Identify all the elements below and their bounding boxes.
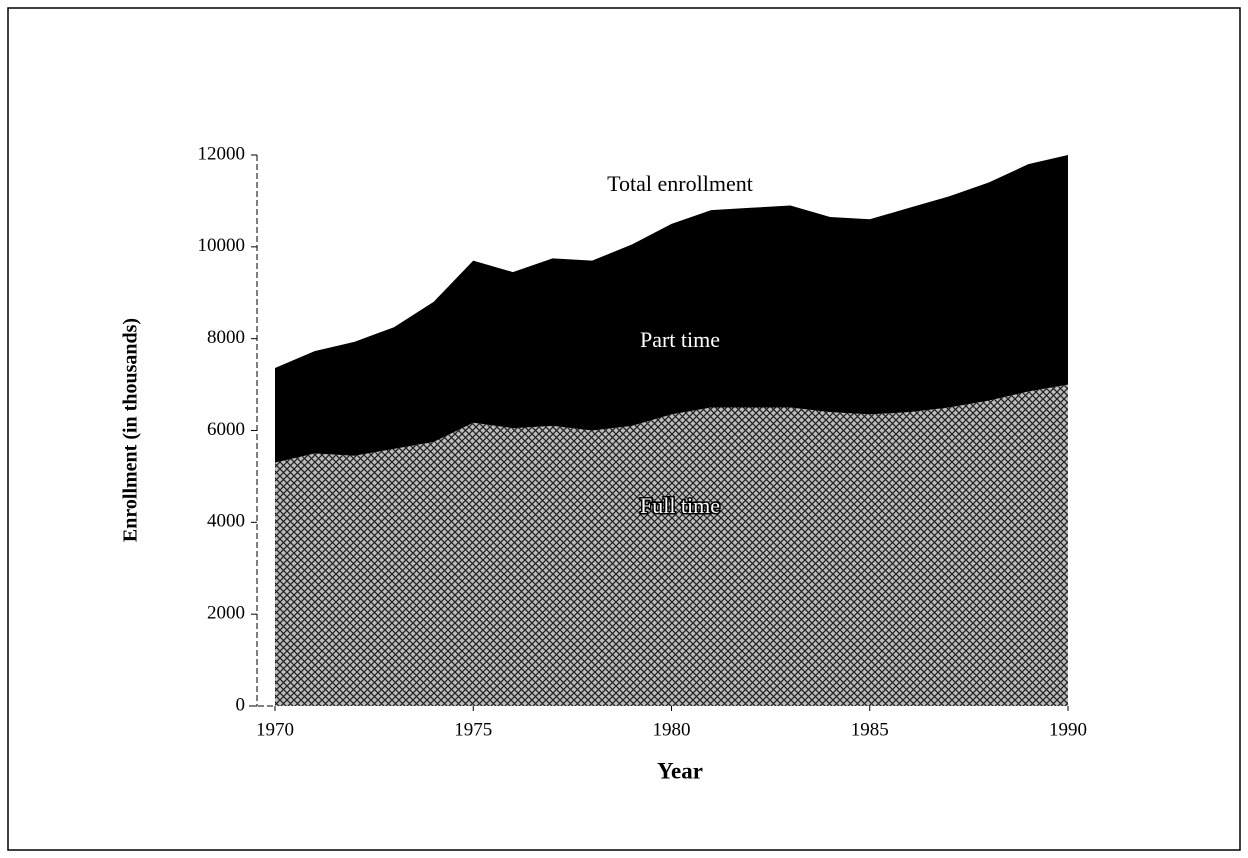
y-tick-label: 10000	[198, 235, 246, 256]
y-tick-label: 12000	[198, 143, 246, 164]
y-tick-label: 6000	[207, 419, 245, 440]
x-tick-label: 1970	[256, 719, 294, 740]
area	[275, 384, 1068, 706]
series-label: Part time	[640, 327, 720, 352]
x-tick-label: 1975	[454, 719, 492, 740]
plot-area	[275, 155, 1068, 706]
y-tick-label: 0	[236, 694, 246, 715]
y-tick-label: 4000	[207, 511, 245, 532]
y-axis-title: Enrollment (in thousands)	[120, 318, 142, 542]
annotation: Total enrollment	[607, 171, 753, 196]
x-tick-label: 1985	[851, 719, 889, 740]
y-tick-label: 8000	[207, 327, 245, 348]
x-tick-label: 1990	[1049, 719, 1087, 740]
x-tick-label: 1980	[653, 719, 691, 740]
x-axis-title: Year	[657, 758, 703, 783]
y-tick-label: 2000	[207, 603, 245, 624]
area	[275, 155, 1068, 463]
series-label: Full time	[640, 493, 720, 518]
frame	[7, 7, 1241, 851]
